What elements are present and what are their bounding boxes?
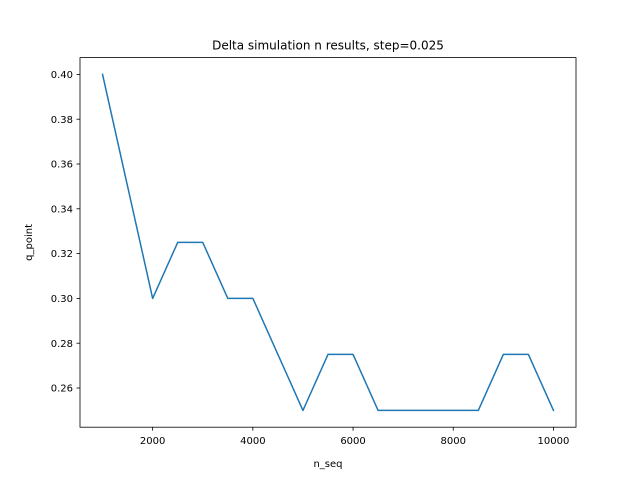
y-tick-label: 0.40 bbox=[51, 70, 73, 81]
y-tick-label: 0.32 bbox=[51, 249, 73, 260]
plot-area bbox=[80, 58, 576, 428]
plot-background bbox=[80, 58, 576, 428]
y-axis-label: q_point bbox=[24, 224, 35, 261]
y-tick-label: 0.28 bbox=[51, 339, 73, 350]
x-tick-label: 10000 bbox=[538, 436, 570, 447]
y-tick-label: 0.38 bbox=[51, 115, 73, 126]
x-tick-label: 4000 bbox=[240, 436, 265, 447]
y-tick-label: 0.30 bbox=[51, 294, 73, 305]
x-tick-label: 8000 bbox=[441, 436, 466, 447]
y-tick-label: 0.34 bbox=[51, 204, 73, 215]
x-tick-label: 6000 bbox=[340, 436, 365, 447]
chart-title: Delta simulation n results, step=0.025 bbox=[212, 39, 444, 53]
x-tick-label: 2000 bbox=[140, 436, 165, 447]
x-axis-label: n_seq bbox=[313, 459, 342, 470]
y-tick-label: 0.26 bbox=[51, 384, 73, 395]
y-tick-label: 0.36 bbox=[51, 160, 73, 171]
